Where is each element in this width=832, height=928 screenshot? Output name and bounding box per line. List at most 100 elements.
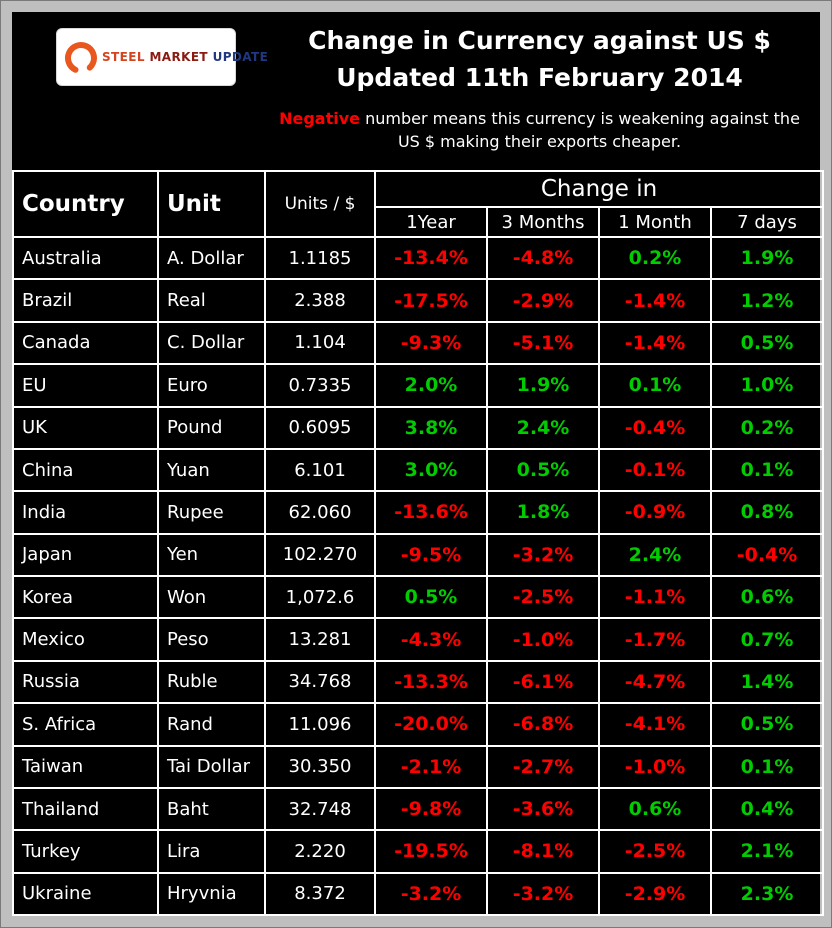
change-cell: -4.1% [598, 702, 712, 747]
change-cell: -13.6% [374, 490, 488, 535]
change-cell: -1.0% [598, 744, 712, 789]
unit-cell: C. Dollar [157, 320, 266, 366]
change-cell: -2.5% [486, 574, 600, 620]
change-cell: 0.5% [709, 320, 825, 366]
steel-market-update-logo: STEEL MARKET UPDATE [56, 28, 268, 86]
change-cell: -2.7% [486, 744, 600, 789]
change-cell: 0.5% [486, 447, 600, 493]
units-per-usd-cell: 30.350 [264, 744, 376, 789]
change-cell: 0.1% [709, 447, 825, 493]
change-cell: 0.8% [709, 490, 825, 535]
change-cell: -19.5% [374, 829, 488, 874]
change-cell: 1.8% [486, 490, 600, 535]
change-cell: 2.3% [709, 871, 825, 917]
country-cell: Japan [12, 532, 159, 578]
change-cell: 2.1% [709, 829, 825, 874]
change-cell: 3.0% [374, 447, 488, 493]
change-cell: -20.0% [374, 702, 488, 747]
change-cell: -4.8% [486, 235, 600, 281]
change-cell: -5.1% [486, 320, 600, 366]
change-cell: -3.2% [486, 871, 600, 917]
change-cell: -1.4% [598, 320, 712, 366]
table-row: China Yuan 6.101 3.0% 0.5% -0.1% 0.1% [12, 447, 825, 493]
change-cell: 0.4% [709, 786, 825, 832]
unit-cell: Real [157, 278, 266, 323]
units-per-usd-cell: 13.281 [264, 617, 376, 662]
change-cell: -2.9% [486, 278, 600, 323]
unit-cell: Yen [157, 532, 266, 578]
change-cell: 0.7% [709, 617, 825, 662]
units-per-usd-cell: 1.104 [264, 320, 376, 366]
units-per-usd-cell: 1,072.6 [264, 574, 376, 620]
change-cell: -13.4% [374, 235, 488, 281]
change-cell: 0.2% [709, 405, 825, 450]
country-cell: Taiwan [12, 744, 159, 789]
change-cell: 0.5% [709, 702, 825, 747]
table-row: Turkey Lira 2.220 -19.5% -8.1% -2.5% 2.1% [12, 829, 825, 874]
swoosh-icon [65, 42, 97, 74]
table-row: Russia Ruble 34.768 -13.3% -6.1% -4.7% 1.4% [12, 659, 825, 705]
chart-subtitle: Updated 11th February 2014 [336, 63, 743, 92]
country-cell: Mexico [12, 617, 159, 662]
change-cell: 2.4% [486, 405, 600, 450]
change-cell: 0.1% [598, 363, 712, 408]
change-cell: -1.0% [486, 617, 600, 662]
country-cell: Ukraine [12, 871, 159, 917]
units-per-usd-cell: 11.096 [264, 702, 376, 747]
unit-cell: Pound [157, 405, 266, 450]
unit-cell: Ruble [157, 659, 266, 705]
country-cell: China [12, 447, 159, 493]
units-per-usd-cell: 34.768 [264, 659, 376, 705]
col-header-change-in: Change in [373, 170, 825, 208]
unit-cell: Won [157, 574, 266, 620]
logo-column: STEEL MARKET UPDATE [12, 12, 268, 170]
table-row: Japan Yen 102.270 -9.5% -3.2% 2.4% -0.4% [12, 532, 825, 578]
col-header-1year: 1Year [374, 206, 488, 238]
units-per-usd-cell: 62.060 [264, 490, 376, 535]
units-per-usd-cell: 0.7335 [264, 363, 376, 408]
country-cell: Korea [12, 574, 159, 620]
change-cell: -6.1% [486, 659, 600, 705]
col-header-units-per-usd: Units / $ [264, 170, 376, 238]
unit-cell: Rupee [157, 490, 266, 535]
units-per-usd-cell: 1.1185 [264, 235, 376, 281]
change-cell: 0.2% [598, 235, 712, 281]
change-cell: 1.9% [486, 363, 600, 408]
col-header-7days: 7 days [709, 206, 825, 238]
logo-word-steel: STEEL [102, 50, 145, 64]
change-cell: -0.9% [598, 490, 712, 535]
change-cell: -3.6% [486, 786, 600, 832]
logo-word-market: MARKET [149, 50, 209, 64]
change-cell: -2.9% [598, 871, 712, 917]
change-cell: 3.8% [374, 405, 488, 450]
table-row: Ukraine Hryvnia 8.372 -3.2% -3.2% -2.9% 2.3% [12, 871, 825, 917]
table-row: S. Africa Rand 11.096 -20.0% -6.8% -4.1% 0.5% [12, 702, 825, 747]
note-line1: number means this currency is weakening … [360, 109, 800, 128]
units-per-usd-cell: 2.388 [264, 278, 376, 323]
units-per-usd-cell: 0.6095 [264, 405, 376, 450]
country-cell: S. Africa [12, 702, 159, 747]
change-cell: 0.6% [598, 786, 712, 832]
change-cell: 1.4% [709, 659, 825, 705]
country-cell: EU [12, 363, 159, 408]
change-cell: 1.2% [709, 278, 825, 323]
change-cell: -1.4% [598, 278, 712, 323]
chart-canvas: STEEL MARKET UPDATE Change in Currency a… [12, 12, 825, 917]
change-cell: -8.1% [486, 829, 600, 874]
unit-cell: Lira [157, 829, 266, 874]
change-cell: -3.2% [486, 532, 600, 578]
change-cell: -2.5% [598, 829, 712, 874]
change-cell: -0.4% [598, 405, 712, 450]
unit-cell: Euro [157, 363, 266, 408]
change-cell: -6.8% [486, 702, 600, 747]
units-per-usd-cell: 8.372 [264, 871, 376, 917]
change-cell: 2.4% [598, 532, 712, 578]
unit-cell: Peso [157, 617, 266, 662]
change-cell: -0.1% [598, 447, 712, 493]
currency-table: Country Unit Units / $ Change in 1Year 3… [12, 170, 825, 917]
country-cell: India [12, 490, 159, 535]
units-per-usd-cell: 6.101 [264, 447, 376, 493]
col-header-unit: Unit [157, 170, 266, 238]
change-cell: 1.9% [709, 235, 825, 281]
